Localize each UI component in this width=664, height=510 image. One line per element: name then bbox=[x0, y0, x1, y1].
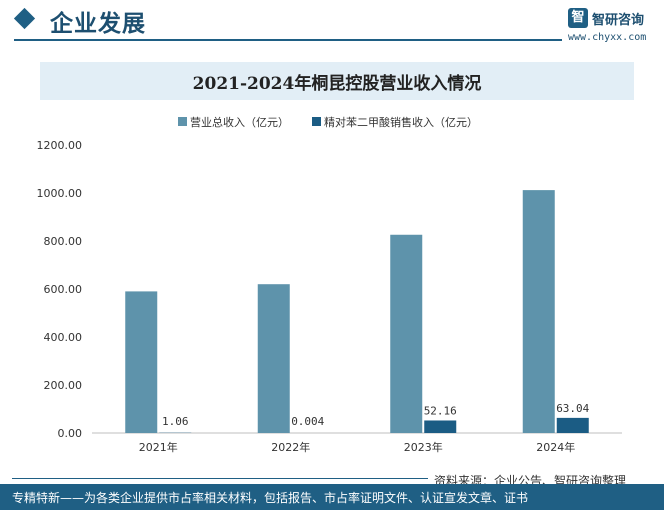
y-tick-label: 400.00 bbox=[44, 331, 83, 344]
x-tick-label: 2021年 bbox=[139, 440, 178, 454]
logo-url: www.chyxx.com bbox=[568, 32, 647, 43]
logo-icon: 智 bbox=[568, 8, 588, 28]
bar-pta-revenue bbox=[424, 420, 457, 433]
source-divider bbox=[12, 478, 428, 479]
header-bar: 企业发展 智 智研咨询 www.chyxx.com bbox=[0, 0, 664, 44]
chart-title: 2021-2024年桐昆控股营业收入情况 bbox=[192, 74, 482, 94]
bar-total-revenue bbox=[257, 284, 290, 433]
data-label: 63.04 bbox=[556, 402, 589, 415]
bar-pta-revenue bbox=[556, 417, 589, 433]
legend-label: 精对苯二甲酸销售收入（亿元） bbox=[324, 115, 478, 129]
y-tick-label: 0.00 bbox=[58, 427, 83, 440]
data-label: 0.004 bbox=[291, 415, 324, 428]
y-tick-label: 600.00 bbox=[44, 283, 83, 296]
logo-name: 智研咨询 bbox=[592, 13, 645, 28]
data-label: 52.16 bbox=[424, 404, 457, 417]
bar-total-revenue bbox=[390, 234, 423, 433]
legend-swatch bbox=[178, 117, 187, 126]
x-tick-label: 2023年 bbox=[404, 440, 443, 454]
section-title: 企业发展 bbox=[50, 11, 146, 37]
bar-chart: 营业总收入（亿元） 精对苯二甲酸销售收入（亿元） 0.00 200.00 400.00 6… bbox=[37, 115, 622, 454]
footer-bar: 专精特新——为各类企业提供市占率相关材料，包括报告、市占率证明文件、认证宣发文章… bbox=[0, 484, 664, 510]
bar-total-revenue bbox=[522, 190, 555, 433]
header-divider bbox=[14, 39, 562, 41]
legend-label: 营业总收入（亿元） bbox=[190, 115, 289, 129]
legend-swatch bbox=[312, 117, 321, 126]
y-tick-label: 800.00 bbox=[44, 235, 83, 248]
y-tick-label: 1000.00 bbox=[37, 187, 83, 200]
y-tick-label: 1200.00 bbox=[37, 139, 83, 152]
footer-tagline: 专精特新——为各类企业提供市占率相关材料，包括报告、市占率证明文件、认证宣发文章… bbox=[12, 491, 529, 505]
x-tick-label: 2024年 bbox=[536, 440, 575, 454]
x-tick-label: 2022年 bbox=[271, 440, 310, 454]
data-label: 1.06 bbox=[162, 415, 189, 428]
y-tick-label: 200.00 bbox=[44, 379, 83, 392]
chart-title-band: 2021-2024年桐昆控股营业收入情况 bbox=[40, 62, 634, 100]
brand-logo: 智 智研咨询 www.chyxx.com bbox=[568, 8, 660, 44]
bar-total-revenue bbox=[125, 291, 158, 433]
